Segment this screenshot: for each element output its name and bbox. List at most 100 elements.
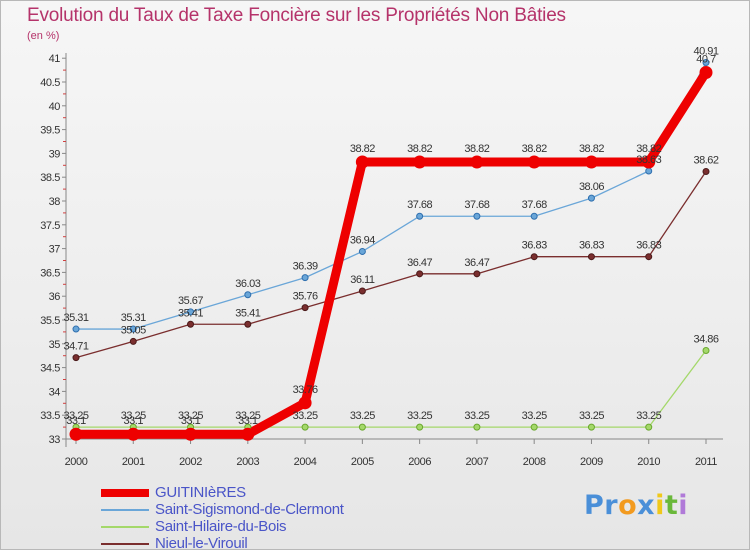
data-point — [642, 155, 656, 169]
x-tick-label: 2011 — [695, 456, 717, 468]
x-tick-label: 2008 — [523, 456, 546, 468]
data-label: 36.83 — [522, 240, 547, 252]
data-label: 34.71 — [63, 341, 88, 353]
data-label: 38.82 — [522, 143, 547, 155]
data-label: 36.94 — [350, 234, 375, 246]
x-tick-label: 2009 — [580, 456, 603, 468]
logo-letter: t — [664, 490, 679, 521]
data-point — [587, 194, 595, 202]
data-point — [587, 423, 595, 431]
data-label: 40.91 — [693, 45, 718, 57]
y-tick-label: 39.5 — [40, 125, 60, 137]
data-label: 35.05 — [121, 324, 146, 336]
x-tick-label: 2007 — [465, 456, 488, 468]
data-point — [473, 423, 481, 431]
logo-letter: i — [655, 490, 665, 521]
data-label: 35.31 — [63, 312, 88, 324]
data-label: 34.86 — [693, 333, 718, 345]
data-point — [355, 155, 369, 169]
data-label: 33.25 — [63, 410, 88, 422]
data-label: 33.25 — [464, 410, 489, 422]
legend-item-guitinieres: GUITINIèRES — [101, 484, 344, 501]
data-label: 35.76 — [293, 291, 318, 303]
y-tick-label: 35 — [49, 339, 61, 351]
y-tick-label: 34.5 — [40, 363, 60, 375]
legend-label-nieul: Nieul-le-Virouil — [155, 535, 248, 552]
y-tick-label: 41 — [49, 53, 61, 65]
data-label: 33.25 — [636, 410, 661, 422]
data-point — [702, 346, 710, 354]
logo-letter: i — [678, 490, 689, 521]
legend-label-saint-sigismond: Saint-Sigismond-de-Clermont — [155, 501, 344, 518]
legend-swatch-saint-sigismond — [101, 508, 149, 511]
chart-value-labels: 33.25 33.25 33.25 33.25 33.25 33.25 33.25 33.25… — [63, 45, 719, 427]
y-tick-label: 36.5 — [40, 267, 60, 279]
series-line-2 — [75, 349, 707, 428]
data-point — [301, 304, 309, 312]
data-point — [702, 167, 710, 175]
legend-item-saint-hilaire: Saint-Hilaire-du-Bois — [101, 518, 344, 535]
y-tick-label: 36 — [49, 291, 61, 303]
data-label: 36.47 — [464, 257, 489, 269]
data-point — [72, 354, 80, 362]
data-point — [699, 65, 713, 79]
data-label: 33.25 — [235, 410, 260, 422]
data-point — [241, 427, 255, 441]
data-label: 35.67 — [178, 295, 203, 307]
data-point — [527, 155, 541, 169]
y-tick-label: 33 — [49, 434, 61, 446]
data-point — [584, 155, 598, 169]
data-label: 33.1 — [124, 415, 144, 427]
data-label: 36.47 — [407, 257, 432, 269]
data-label: 38.82 — [350, 143, 375, 155]
legend-item-saint-sigismond: Saint-Sigismond-de-Clermont — [101, 501, 344, 518]
data-point — [301, 274, 309, 282]
data-point — [413, 155, 427, 169]
x-tick-label: 2001 — [122, 456, 145, 468]
data-label: 36.03 — [235, 278, 260, 290]
data-point — [645, 167, 653, 175]
data-point — [702, 58, 710, 66]
data-point — [645, 423, 653, 431]
x-tick-label: 2004 — [294, 456, 317, 468]
data-label: 38.82 — [464, 143, 489, 155]
data-label: 38.82 — [579, 143, 604, 155]
data-point — [416, 270, 424, 278]
legend-swatch-nieul — [101, 542, 149, 545]
legend-swatch-guitinieres — [101, 488, 149, 497]
legend-label-guitinieres: GUITINIèRES — [155, 484, 246, 501]
x-tick-label: 2010 — [637, 456, 660, 468]
data-label: 33.1 — [181, 415, 201, 427]
logo-letter: Pr — [584, 490, 619, 521]
data-label: 36.39 — [293, 261, 318, 273]
data-point — [126, 427, 140, 441]
x-tick-label: 2000 — [65, 456, 88, 468]
data-label: 38.82 — [407, 143, 432, 155]
chart-points — [69, 58, 713, 441]
data-label: 33.76 — [293, 384, 318, 396]
series-line-1 — [75, 61, 707, 330]
data-point — [187, 320, 195, 328]
logo-letter: o — [618, 490, 638, 521]
data-label: 33.25 — [407, 410, 432, 422]
y-tick-label: 40 — [49, 101, 61, 113]
data-point — [530, 212, 538, 220]
y-tick-label: 38 — [49, 196, 61, 208]
data-point — [69, 427, 83, 441]
data-label: 33.25 — [350, 410, 375, 422]
data-label: 38.06 — [579, 181, 604, 193]
legend-swatch-saint-hilaire — [101, 525, 149, 528]
y-tick-label: 40.5 — [40, 77, 60, 89]
data-label: 33.25 — [293, 410, 318, 422]
data-point — [129, 337, 137, 345]
data-point — [358, 287, 366, 295]
data-point — [244, 320, 252, 328]
series-line-0 — [71, 67, 711, 439]
data-label: 37.68 — [407, 199, 432, 211]
data-label: 36.83 — [636, 240, 661, 252]
chart-axes: 33 33.5 34 34.5 35 35.5 36 36.5 37 37.5 38 38.5 39 39… — [40, 53, 723, 468]
data-point — [187, 308, 195, 316]
data-label: 38.63 — [636, 154, 661, 166]
y-tick-label: 39 — [49, 148, 61, 160]
